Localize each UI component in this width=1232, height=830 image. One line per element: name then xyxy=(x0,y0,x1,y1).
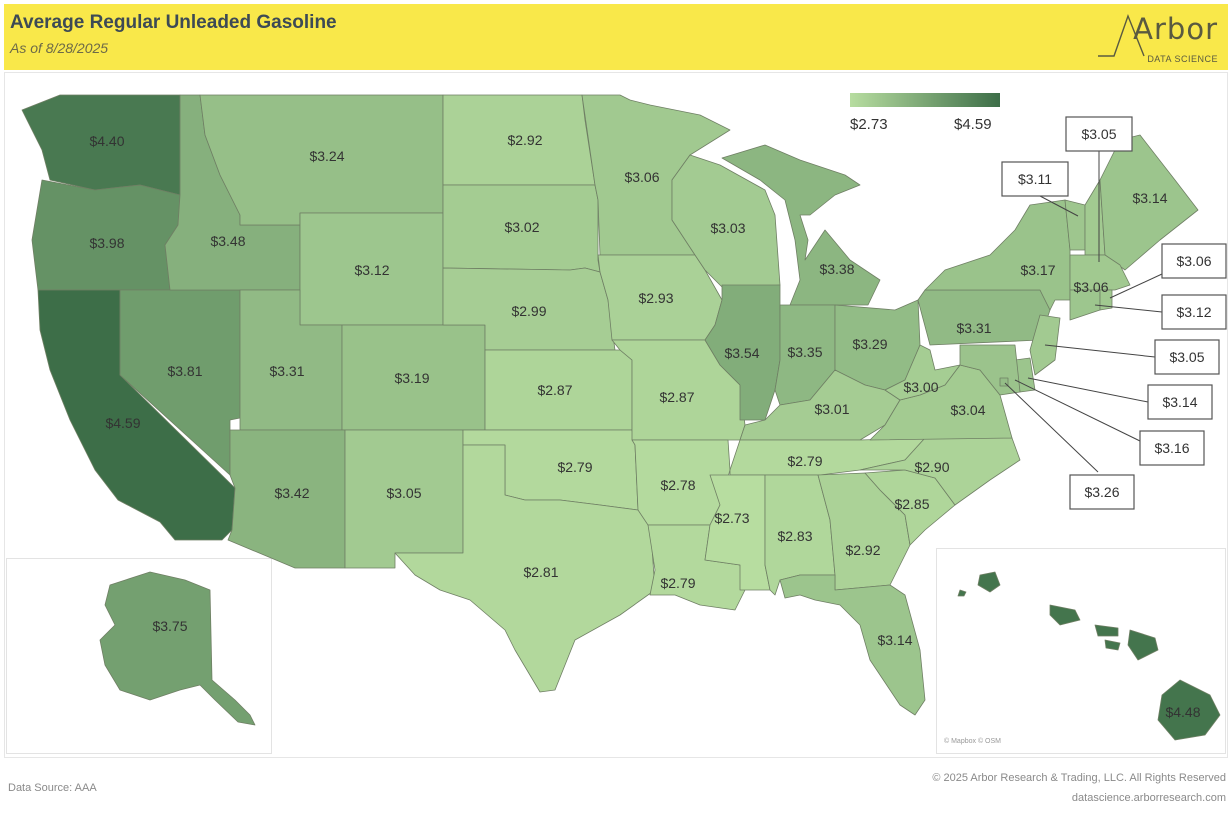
callout-leader-line xyxy=(1039,195,1079,217)
price-label-wa: $4.40 xyxy=(89,133,124,149)
price-label-me: $3.14 xyxy=(1132,190,1167,206)
price-label-ok: $2.79 xyxy=(557,459,592,475)
callout-box-dc xyxy=(1069,474,1135,510)
state-wv xyxy=(884,344,961,401)
price-label-de: $3.14 xyxy=(1162,394,1197,410)
price-label-id: $3.48 xyxy=(210,233,245,249)
price-label-co: $3.19 xyxy=(394,370,429,386)
price-label-al: $2.83 xyxy=(777,528,812,544)
price-label-dc: $3.26 xyxy=(1084,484,1119,500)
callout-leader-line xyxy=(1044,344,1156,358)
price-label-wi: $3.03 xyxy=(710,220,745,236)
price-label-ct: $3.12 xyxy=(1176,304,1211,320)
callout-box-ct xyxy=(1161,294,1227,330)
legend-max-label: $4.59 xyxy=(954,116,992,133)
price-label-mi: $3.38 xyxy=(819,261,854,277)
price-label-mn: $3.06 xyxy=(624,169,659,185)
price-label-ia: $2.93 xyxy=(638,290,673,306)
price-label-vt: $3.11 xyxy=(1018,171,1052,187)
callout-box-nh xyxy=(1065,116,1133,152)
price-label-sd: $3.02 xyxy=(504,219,539,235)
legend-min-label: $2.73 xyxy=(850,116,888,133)
callout-box-vt xyxy=(1001,161,1069,197)
logo-tagline: DATA SCIENCE xyxy=(1147,54,1218,64)
callout-box-de xyxy=(1147,384,1213,420)
price-label-il: $3.54 xyxy=(724,345,759,361)
price-label-pa: $3.31 xyxy=(956,320,991,336)
price-label-in: $3.35 xyxy=(787,344,822,360)
price-label-tn: $2.79 xyxy=(787,453,822,469)
callout-box-nj xyxy=(1154,339,1220,375)
price-label-hi: $4.48 xyxy=(1165,704,1200,720)
price-label-nm: $3.05 xyxy=(386,485,421,501)
price-label-la: $2.79 xyxy=(660,575,695,591)
alaska-inset-frame xyxy=(6,558,272,754)
price-label-nj: $3.05 xyxy=(1169,349,1204,365)
price-label-ne: $2.99 xyxy=(511,303,546,319)
state-ak xyxy=(99,571,256,726)
color-scale-bar xyxy=(850,93,1000,107)
price-label-ar: $2.78 xyxy=(660,477,695,493)
price-label-va: $3.04 xyxy=(950,402,985,418)
price-label-wy: $3.12 xyxy=(354,262,389,278)
logo-mark-icon xyxy=(1098,14,1145,57)
state-pa xyxy=(917,289,1051,346)
price-label-ky: $3.01 xyxy=(814,401,849,417)
small-state-callouts: $3.11 $3.05 $3.06 $3.12 $3.05 $3.14 $3.1… xyxy=(1001,116,1227,510)
header-banner: Average Regular Unleaded Gasoline As of … xyxy=(4,4,1228,70)
price-label-nh: $3.05 xyxy=(1081,126,1116,142)
state-ri xyxy=(1099,289,1113,311)
callout-leader-line xyxy=(1027,377,1149,403)
callout-box-ri xyxy=(1161,243,1227,279)
chart-subtitle: As of 8/28/2025 xyxy=(10,40,109,56)
price-label-fl: $3.14 xyxy=(877,632,912,648)
price-label-nv: $3.81 xyxy=(167,363,202,379)
callout-box-md xyxy=(1139,430,1205,466)
state-mi xyxy=(721,144,881,306)
state-ca xyxy=(37,289,236,541)
state-tx xyxy=(394,444,656,693)
data-source-note: Data Source: AAA xyxy=(8,782,97,794)
price-label-wv: $3.00 xyxy=(903,379,938,395)
copyright-notice: © 2025 Arbor Research & Trading, LLC. Al… xyxy=(932,772,1226,784)
chart-title: Average Regular Unleaded Gasoline xyxy=(10,12,337,33)
price-label-ms: $2.73 xyxy=(714,510,749,526)
price-label-nc: $2.90 xyxy=(914,459,949,475)
callout-leader-line xyxy=(1014,379,1141,442)
price-label-mt: $3.24 xyxy=(309,148,344,164)
price-label-az: $3.42 xyxy=(274,485,309,501)
map-attribution: © Mapbox © OSM xyxy=(944,738,1001,745)
callout-leader-line xyxy=(1004,382,1099,473)
price-label-nd: $2.92 xyxy=(507,132,542,148)
price-label-tx: $2.81 xyxy=(523,564,558,580)
callout-leader-line xyxy=(1109,273,1163,299)
price-label-mo: $2.87 xyxy=(659,389,694,405)
price-label-oh: $3.29 xyxy=(852,336,887,352)
price-label-ks: $2.87 xyxy=(537,382,572,398)
price-label-ga: $2.92 xyxy=(845,542,880,558)
hawaii-inset-frame xyxy=(936,548,1226,754)
state-nc xyxy=(859,437,1021,506)
price-label-ut: $3.31 xyxy=(269,363,304,379)
price-label-ca: $4.59 xyxy=(105,415,140,431)
state-fl xyxy=(779,574,926,716)
price-label-or: $3.98 xyxy=(89,235,124,251)
logo-wordmark: Arbor xyxy=(1133,12,1218,46)
price-label-sc: $2.85 xyxy=(894,496,929,512)
website-url: datascience.arborresearch.com xyxy=(1071,792,1226,804)
price-label-md: $3.16 xyxy=(1154,440,1189,456)
arbor-logo: Arbor DATA SCIENCE xyxy=(1094,12,1224,66)
price-label-ma: $3.06 xyxy=(1073,279,1108,295)
price-label-ak: $3.75 xyxy=(152,618,187,634)
callout-leader-line xyxy=(1094,304,1163,313)
price-label-ri: $3.06 xyxy=(1176,253,1211,269)
price-label-ny: $3.17 xyxy=(1020,262,1055,278)
state-hi xyxy=(957,571,1221,741)
